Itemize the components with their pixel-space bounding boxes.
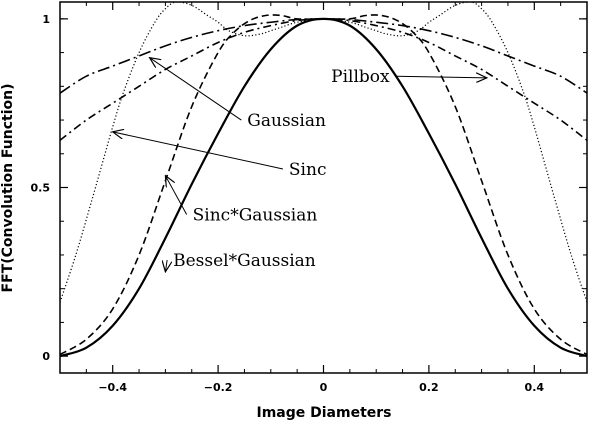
annotation-arrow (150, 58, 242, 121)
annotation-arrow (113, 132, 284, 170)
annotation-label: Bessel*Gaussian (173, 251, 316, 271)
annotation-label: Gaussian (247, 111, 326, 131)
series-line-sinc (60, 2, 587, 303)
plot-frame (59, 1, 588, 374)
annotation-label: Sinc*Gaussian (193, 205, 318, 225)
x-tick-label: 0.4 (525, 381, 545, 394)
series-line-sinc-gaussian (60, 14, 587, 356)
x-tick-label: −0.2 (204, 381, 233, 394)
y-tick-label: 0.5 (31, 182, 51, 195)
y-tick-label: 1 (42, 13, 50, 26)
x-axis-label: Image Diameters (256, 405, 391, 421)
annotation-arrow (396, 76, 487, 78)
series-line-bessel-gaussian (60, 17, 587, 358)
annotation-arrow (165, 176, 188, 215)
series-line-pillbox (60, 18, 587, 94)
y-axis-label: FFT(Convolution Function) (0, 84, 16, 293)
y-tick-label: 0 (42, 350, 50, 363)
x-tick-label: 0 (320, 381, 328, 394)
x-tick-label: 0.2 (419, 381, 439, 394)
annotation-label: Pillbox (331, 67, 390, 87)
annotation-arrow (165, 259, 167, 272)
annotation-label: Sinc (289, 160, 327, 180)
x-tick-label: −0.4 (98, 381, 127, 394)
